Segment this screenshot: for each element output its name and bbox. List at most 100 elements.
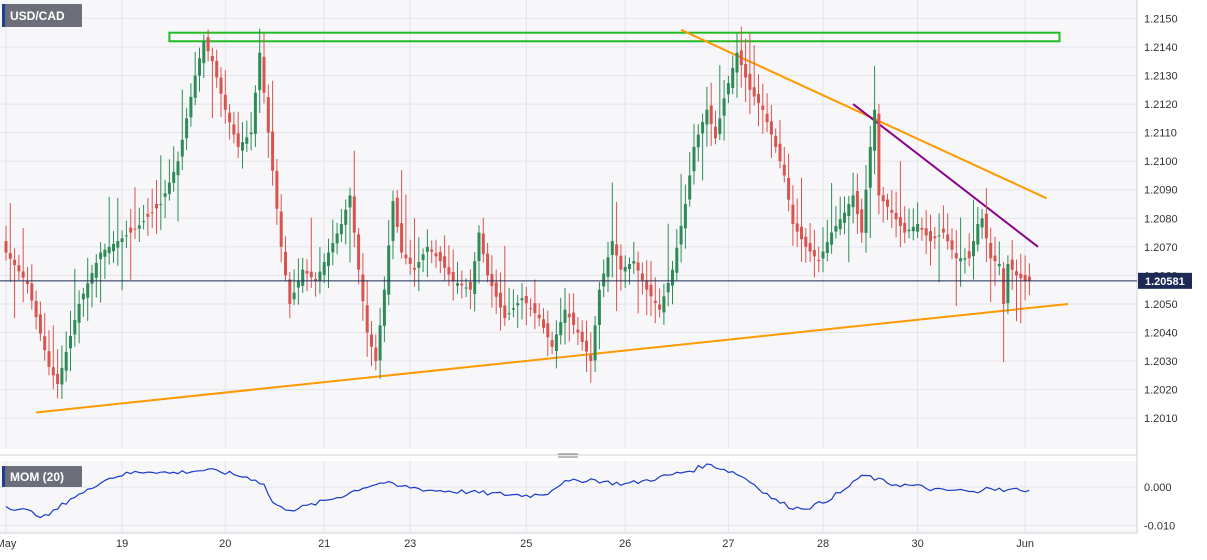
candle xyxy=(632,241,636,274)
candle xyxy=(193,51,197,106)
candle xyxy=(636,251,640,314)
candle xyxy=(335,222,339,255)
candle xyxy=(907,208,911,239)
candle xyxy=(365,280,369,357)
candle xyxy=(830,182,834,254)
candle xyxy=(1006,255,1010,315)
symbol-badge[interactable]: USD/CAD xyxy=(2,4,82,27)
candle xyxy=(933,226,937,250)
candle xyxy=(215,49,219,88)
candle xyxy=(51,325,55,390)
candle xyxy=(503,245,507,326)
splitter-handle[interactable] xyxy=(558,453,578,458)
candle xyxy=(993,236,997,287)
candle xyxy=(1023,255,1027,301)
candle xyxy=(17,254,21,281)
price-tick-label: 1.2020 xyxy=(1144,385,1178,397)
candle xyxy=(623,255,627,289)
resistance-zone-box[interactable] xyxy=(168,31,1061,43)
candle xyxy=(834,206,838,239)
candle xyxy=(21,228,25,303)
main-plot-panel[interactable] xyxy=(0,0,1137,449)
candle xyxy=(946,213,950,250)
candle xyxy=(434,239,438,269)
candle xyxy=(572,293,576,335)
candle xyxy=(258,28,262,114)
candle xyxy=(99,242,103,303)
candle xyxy=(163,179,167,219)
candle xyxy=(361,253,365,321)
candle xyxy=(529,298,533,317)
candle xyxy=(198,47,201,92)
candle xyxy=(292,269,296,306)
candle xyxy=(146,198,150,237)
candle xyxy=(443,235,447,281)
candle xyxy=(124,220,128,249)
candle xyxy=(533,279,537,330)
candle xyxy=(976,206,980,252)
candle xyxy=(172,146,176,192)
candle xyxy=(873,66,877,175)
candle xyxy=(675,229,679,281)
candle xyxy=(881,186,885,223)
symbol-title: USD/CAD xyxy=(10,9,65,23)
candle xyxy=(447,245,451,287)
candle xyxy=(253,85,257,148)
candle xyxy=(860,198,864,243)
candle xyxy=(666,223,670,307)
trendline[interactable] xyxy=(852,103,1039,248)
candle xyxy=(296,258,300,305)
candle xyxy=(425,229,429,277)
candle xyxy=(185,107,189,151)
candle xyxy=(920,217,924,241)
candle xyxy=(688,152,692,207)
candle xyxy=(542,308,545,334)
candle xyxy=(602,259,606,298)
candle xyxy=(90,264,94,308)
candle xyxy=(103,243,107,280)
candle xyxy=(567,293,571,342)
momentum-plot-panel[interactable] xyxy=(0,461,1137,533)
candle xyxy=(241,122,244,169)
candle xyxy=(490,255,494,308)
candle xyxy=(468,269,472,310)
candle xyxy=(219,67,223,118)
candle xyxy=(1010,239,1014,290)
candle xyxy=(718,65,722,140)
candle xyxy=(851,172,855,224)
candle xyxy=(456,261,459,294)
candle xyxy=(47,330,51,376)
candle xyxy=(959,217,963,287)
candle xyxy=(606,241,610,292)
candle xyxy=(116,197,120,266)
candle xyxy=(696,124,700,162)
candle xyxy=(550,331,554,355)
momentum-badge[interactable]: MOM (20) xyxy=(2,466,82,487)
candle xyxy=(507,287,511,321)
candle xyxy=(413,218,416,287)
price-tick-label: 1.2080 xyxy=(1144,213,1178,225)
candle xyxy=(460,270,464,299)
candle xyxy=(924,210,928,255)
candle xyxy=(511,289,515,318)
candle xyxy=(757,74,760,127)
candle xyxy=(576,317,580,346)
candle xyxy=(499,272,502,331)
candle xyxy=(159,155,163,231)
candle xyxy=(202,34,206,78)
trendline[interactable] xyxy=(35,302,1069,414)
candle xyxy=(701,113,705,181)
candle xyxy=(129,209,133,280)
date-tick-label: 26 xyxy=(619,538,631,550)
date-tick-label: 30 xyxy=(911,538,923,550)
candle xyxy=(210,47,214,119)
price-tick-label: 1.2050 xyxy=(1144,299,1178,311)
candle xyxy=(34,290,38,330)
candle xyxy=(825,219,829,262)
candle xyxy=(886,193,889,220)
candle xyxy=(671,260,674,305)
momentum-line xyxy=(5,463,1030,519)
candle xyxy=(387,220,391,306)
candle xyxy=(868,125,872,238)
candle xyxy=(855,173,859,234)
